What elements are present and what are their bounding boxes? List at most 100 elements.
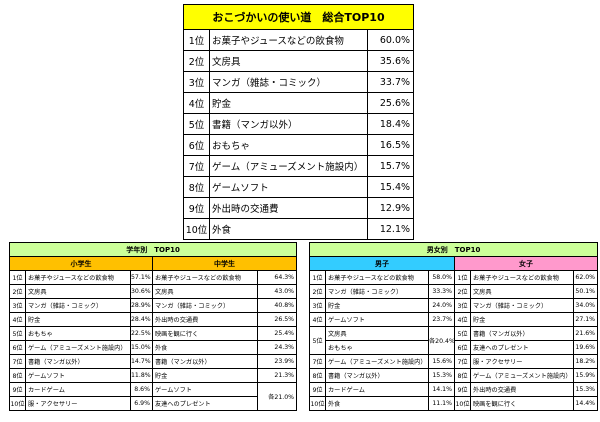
elementary-item: ゲームソフト (25, 368, 131, 383)
table-row: 4位 貯金 28.4% 外出時の交通費 26.5% (9, 312, 298, 327)
boys-item: ゲーム（アミューズメント施設内） (325, 354, 429, 369)
rank-cell: 2位 (309, 284, 326, 299)
girls-item: 貯金 (470, 312, 574, 327)
boys-item: ゲームソフト (325, 312, 429, 327)
table-row: 8位 ゲームソフト 11.8% 貯金 21.3% (9, 368, 298, 383)
boys-percent: 14.1% (428, 382, 455, 397)
rank-cell: 1位 (454, 270, 471, 285)
table-row: 1位 お菓子やジュースなどの飲食物 57.1% お菓子やジュースなどの飲食物 64.3% (9, 270, 298, 285)
rank-cell: 4位 (183, 92, 210, 114)
rank-cell: 7位 (183, 155, 210, 177)
table-row: 7位 ゲーム（アミューズメント施設内） 15.6% 7位 服・アクセサリー 18.2% (309, 354, 599, 369)
rank-cell: 7位 (309, 354, 326, 369)
junior-high-percent: 40.8% (256, 298, 298, 313)
rank-cell: 2位 (183, 50, 210, 72)
rank-cell: 3位 (183, 71, 210, 93)
rank-cell: 1位 (183, 29, 210, 51)
rank-cell: 4位 (9, 312, 26, 327)
elementary-percent: 14.7% (130, 354, 153, 369)
table-row: 5位 書籍（マンガ以外） 18.4% (183, 113, 415, 135)
junior-high-percent: 24.3% (256, 340, 298, 355)
elementary-percent: 30.6% (130, 284, 153, 299)
junior-high-item: 書籍（マンガ以外） (152, 354, 258, 369)
girls-item: お菓子やジュースなどの飲食物 (470, 270, 574, 285)
elementary-percent: 6.9% (130, 396, 153, 411)
percent-cell: 33.7% (366, 71, 415, 93)
boys-item: カードゲーム (325, 382, 429, 397)
junior-high-percent: 23.9% (256, 354, 298, 369)
junior-high-item: 友達へのプレゼント (152, 396, 258, 411)
table-row: 1位 お菓子やジュースなどの飲食物 60.0% (183, 29, 415, 51)
rank-cell: 10位 (309, 396, 326, 411)
table-row: 7位 書籍（マンガ以外） 14.7% 書籍（マンガ以外） 23.9% (9, 354, 298, 369)
table-row: 9位 外出時の交通費 12.9% (183, 197, 415, 219)
junior-high-item: 映画を観に行く (152, 326, 258, 341)
overall-top10-title: おこづかいの使い道 総合TOP10 (182, 4, 415, 30)
rank-cell: 5位 (183, 113, 210, 135)
elementary-percent: 15.0% (130, 340, 153, 355)
boys-item: お菓子やジュースなどの飲食物 (325, 270, 429, 285)
item-cell: ゲームソフト (209, 176, 368, 198)
rank-cell: 6位 (454, 340, 471, 355)
girls-item: マンガ（雑誌・コミック） (470, 298, 574, 313)
grade-table-title: 学年別 TOP10 (8, 242, 298, 257)
table-row: 5位 おもちゃ 22.5% 映画を観に行く 25.4% (9, 326, 298, 341)
boys-header: 男子 (309, 256, 455, 271)
rank-cell: 5位 (454, 326, 471, 341)
rank-cell: 10位 (454, 396, 471, 411)
elementary-percent: 28.9% (130, 298, 153, 313)
boys-item: 外食 (325, 396, 429, 411)
table-row: 3位 貯金 24.0% 3位 マンガ（雑誌・コミック） 34.0% (309, 298, 599, 313)
elementary-item: 服・アクセサリー (25, 396, 131, 411)
rank-cell: 7位 (9, 354, 26, 369)
rank-cell: 1位 (9, 270, 26, 285)
percent-cell: 12.1% (366, 218, 415, 240)
grade-top10-table: 学年別 TOP10 小学生 中学生 1位 お菓子やジュースなどの飲食物 57.1% お菓… (8, 242, 298, 411)
table-row: 3位 マンガ（雑誌・コミック） 33.7% (183, 71, 415, 93)
percent-cell: 60.0% (366, 29, 415, 51)
boys-item: 書籍（マンガ以外） (325, 368, 429, 383)
girls-percent: 19.6% (572, 340, 599, 355)
table-row: 4位 貯金 25.6% (183, 92, 415, 114)
elementary-item: お菓子やジュースなどの飲食物 (25, 270, 131, 285)
elementary-percent: 8.6% (130, 382, 153, 397)
boys-percent-tied: 各20.4% (428, 326, 455, 355)
percent-cell: 35.6% (366, 50, 415, 72)
rank-cell: 4位 (454, 312, 471, 327)
boys-item: マンガ（雑誌・コミック） (325, 284, 429, 299)
rank-cell: 2位 (9, 284, 26, 299)
table-row: 10位 外食 11.1% 10位 映画を観に行く 14.4% (309, 396, 599, 411)
girls-item: 書籍（マンガ以外） (470, 326, 574, 341)
rank-cell: 8位 (454, 368, 471, 383)
overall-top10-table: おこづかいの使い道 総合TOP10 1位 お菓子やジュースなどの飲食物 60.0% … (182, 4, 415, 240)
rank-cell: 4位 (309, 312, 326, 327)
percent-cell: 16.5% (366, 134, 415, 156)
boys-item: 文房具 (325, 326, 429, 341)
item-cell: 貯金 (209, 92, 368, 114)
elementary-percent: 57.1% (130, 270, 153, 285)
girls-percent: 50.1% (572, 284, 599, 299)
boys-percent: 15.6% (428, 354, 455, 369)
boys-percent: 23.7% (428, 312, 455, 327)
table-row: 1位 お菓子やジュースなどの飲食物 58.0% 1位 お菓子やジュースなどの飲食物 62.… (309, 270, 599, 285)
rank-cell: 9位 (183, 197, 210, 219)
percent-cell: 15.4% (366, 176, 415, 198)
percent-cell: 18.4% (366, 113, 415, 135)
junior-high-item: マンガ（雑誌・コミック） (152, 298, 258, 313)
girls-percent: 15.3% (572, 382, 599, 397)
boys-percent: 15.3% (428, 368, 455, 383)
rank-cell: 9位 (9, 382, 26, 397)
girls-item: 映画を観に行く (470, 396, 574, 411)
elementary-percent: 28.4% (130, 312, 153, 327)
girls-item: ゲーム（アミューズメント施設内） (470, 368, 574, 383)
percent-cell: 25.6% (366, 92, 415, 114)
junior-high-item: お菓子やジュースなどの飲食物 (152, 270, 258, 285)
rank-cell: 8位 (9, 368, 26, 383)
junior-high-item: 外食 (152, 340, 258, 355)
junior-high-percent: 26.5% (256, 312, 298, 327)
girls-item: 服・アクセサリー (470, 354, 574, 369)
junior-high-item: ゲームソフト (152, 382, 258, 397)
elementary-item: ゲーム（アミューズメント施設内） (25, 340, 131, 355)
table-row: 8位 ゲームソフト 15.4% (183, 176, 415, 198)
boys-item: おもちゃ (325, 340, 429, 355)
